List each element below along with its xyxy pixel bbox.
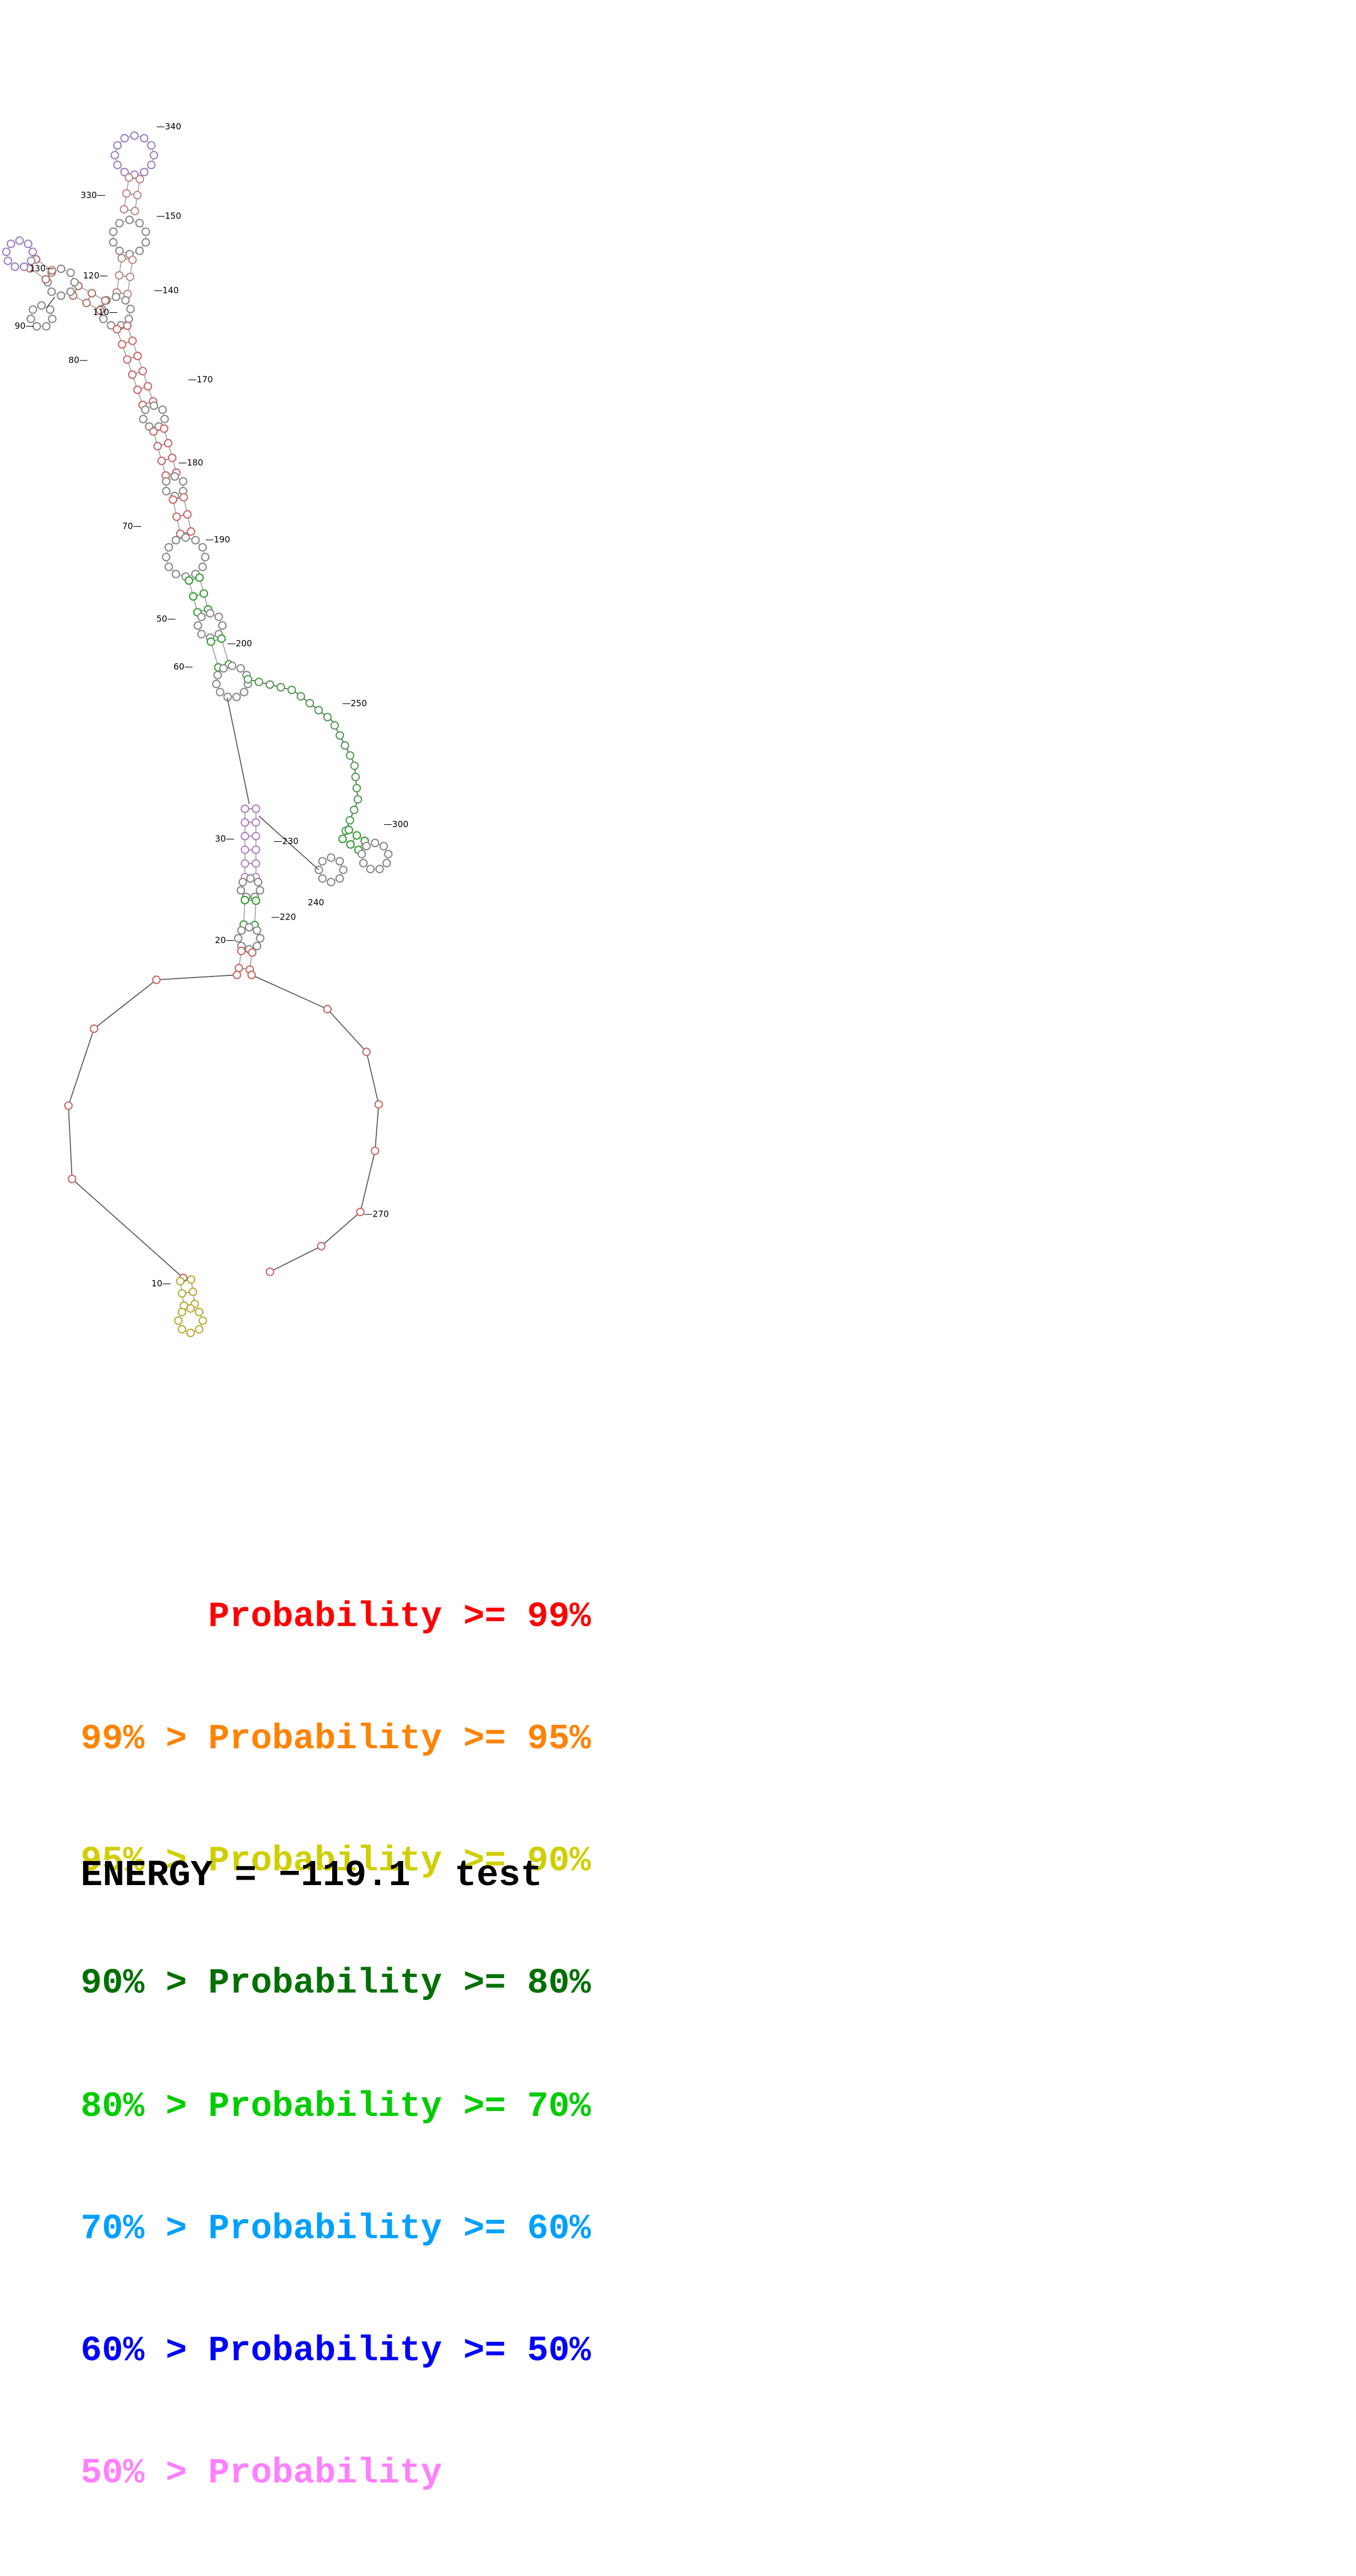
probability-legend: Probability >= 99% 99% > Probability >= … (80, 1515, 591, 2576)
legend-item-99: Probability >= 99% (80, 1596, 591, 1637)
residue-number-label: —180 (178, 457, 203, 468)
residue-number-label: —200 (227, 638, 252, 648)
residue-number-label: 330— (80, 190, 105, 200)
residue-number-label: 60— (173, 661, 193, 672)
residue-number-label: 20— (215, 935, 235, 945)
residue-number-label: —230 (273, 836, 298, 846)
page-canvas: —340 330— —150 130— 120— —140 110— 90— 80— —170 —1… (2, 121, 591, 2494)
legend-item-60: 70% > Probability >= 60% (80, 2208, 591, 2249)
residue-number-label: —220 (271, 912, 296, 922)
legend-item-50: 60% > Probability >= 50% (80, 2331, 591, 2372)
residue-number-label: —250 (342, 698, 366, 708)
residue-number-label: —190 (205, 534, 230, 545)
residue-number-label: —170 (188, 374, 213, 385)
residue-number-label: 90— (15, 321, 34, 331)
residue-number-label: 120— (83, 270, 108, 281)
rna-structure-plot: —340 330— —150 130— 120— —140 110— 90— 80— —170 —1… (2, 121, 409, 1338)
residue-number-label: —140 (154, 285, 178, 295)
legend-item-below50: 50% > Probability (80, 2453, 443, 2494)
residue-number-label: 80— (68, 354, 88, 365)
residue-number-label: 10— (152, 1278, 171, 1289)
legend-item-80: 90% > Probability >= 80% (80, 1963, 591, 2004)
residue-number-label: 110— (93, 307, 118, 317)
residue-number-label: 50— (156, 614, 176, 624)
residue-number-label: —300 (383, 819, 408, 829)
residue-number-label: 240 (308, 897, 324, 908)
legend-item-95: 99% > Probability >= 95% (80, 1719, 591, 1760)
residue-number-label: —340 (156, 121, 181, 132)
residue-number-label: 130— (30, 263, 54, 274)
legend-item-70: 80% > Probability >= 70% (80, 2086, 591, 2127)
residue-number-label: —270 (364, 1208, 389, 1219)
residue-number-label: 30— (215, 834, 235, 844)
residue-number-label: 70— (122, 521, 142, 531)
residue-number-label: —150 (156, 211, 181, 221)
legend-item-90: 95% > Probability >= 90% (80, 1841, 591, 1882)
energy-label: ENERGY = −119.1 test (80, 1856, 543, 1898)
